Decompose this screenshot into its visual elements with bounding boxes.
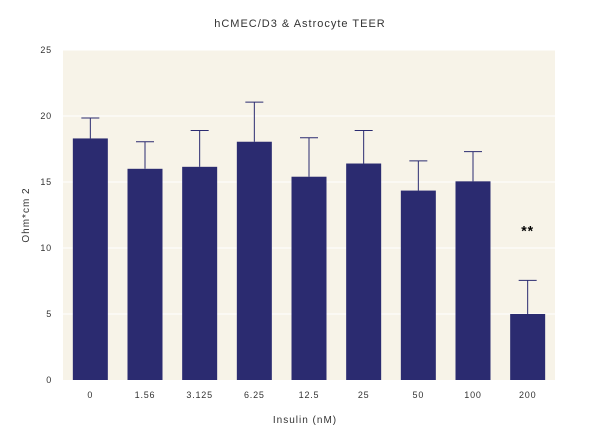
- bars: [72, 138, 546, 380]
- x-tick-label: 200: [519, 390, 536, 400]
- x-tick-label: 100: [464, 390, 481, 400]
- x-tick-label: 6.25: [244, 390, 265, 400]
- bar: [510, 314, 546, 380]
- y-axis-label: Ohm*cm 2: [21, 187, 32, 242]
- x-tick-labels: 0 1.56 3.125 6.25 12.5 25 50 100 200: [87, 390, 536, 400]
- x-tick-label: 50: [413, 390, 425, 400]
- bar: [127, 168, 163, 380]
- x-tick-label: 0: [87, 390, 93, 400]
- bar: [291, 176, 327, 380]
- y-tick-label: 15: [40, 177, 52, 187]
- x-tick-label: 12.5: [299, 390, 320, 400]
- bar: [455, 181, 491, 380]
- bar: [400, 190, 436, 380]
- y-tick-label: 20: [40, 111, 52, 121]
- bar: [72, 138, 108, 380]
- bar: [346, 163, 382, 380]
- error-bars: [81, 101, 537, 314]
- bar: [236, 141, 272, 380]
- y-tick-label: 10: [40, 243, 52, 253]
- y-tick-label: 5: [46, 309, 52, 319]
- y-tick-label: 0: [46, 375, 52, 385]
- chart-title: hCMEC/D3 & Astrocyte TEER: [214, 18, 386, 30]
- y-tick-labels: 0 5 10 15 20 25: [40, 45, 52, 385]
- x-tick-label: 1.56: [135, 390, 156, 400]
- x-tick-label: 3.125: [186, 390, 213, 400]
- significance-label: **: [521, 222, 534, 238]
- annotations: **: [521, 222, 534, 238]
- y-tick-label: 25: [40, 45, 52, 55]
- bar: [182, 166, 218, 380]
- x-tick-label: 25: [358, 390, 370, 400]
- x-axis-label: Insulin (nM): [273, 415, 337, 426]
